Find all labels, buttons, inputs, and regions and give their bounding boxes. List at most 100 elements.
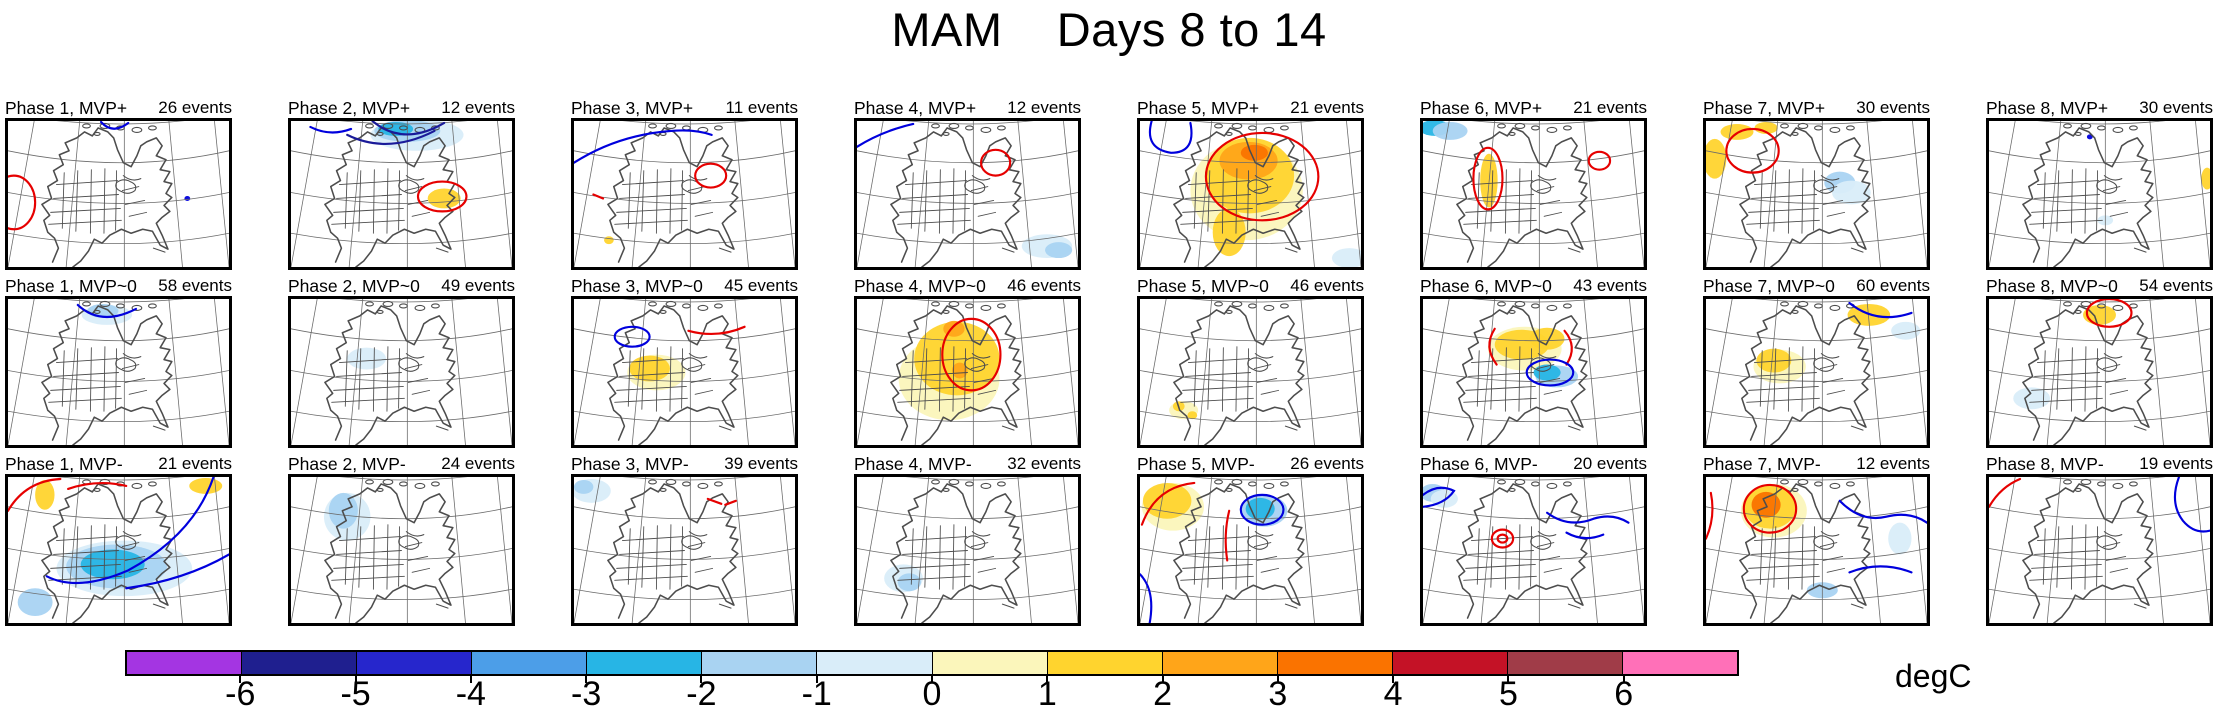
map-panel: Phase 3, MVP- 39 events	[571, 452, 798, 626]
map-svg	[1140, 477, 1361, 623]
colorbar-tick-label: 2	[1153, 675, 1173, 713]
panel-header: Phase 1, MVP+ 26 events	[5, 96, 232, 118]
map-panel: Phase 8, MVP- 19 events	[1986, 452, 2213, 626]
panel-events-count: 49 events	[441, 276, 515, 295]
panel-label: Phase 7, MVP-	[1703, 454, 1821, 474]
panel-header: Phase 6, MVP- 20 events	[1420, 452, 1647, 474]
map-box	[1420, 296, 1647, 448]
colorbar-tick-label: -2	[686, 675, 717, 713]
panel-header: Phase 6, MVP+ 21 events	[1420, 96, 1647, 118]
panel-events-count: 24 events	[441, 454, 515, 473]
panel-label: Phase 1, MVP-	[5, 454, 123, 474]
panel-label: Phase 5, MVP~0	[1137, 276, 1269, 296]
panel-label: Phase 5, MVP-	[1137, 454, 1255, 474]
panel-header: Phase 5, MVP~0 46 events	[1137, 274, 1364, 296]
panel-header: Phase 7, MVP- 12 events	[1703, 452, 1930, 474]
map-panel: Phase 5, MVP~0 46 events	[1137, 274, 1364, 448]
colorbar	[125, 650, 1739, 676]
colorbar-tickmark	[1161, 676, 1164, 683]
colorbar-segment	[127, 652, 243, 674]
colorbar-tickmark	[1276, 676, 1279, 683]
map-panel: Phase 2, MVP~0 49 events	[288, 274, 515, 448]
panel-events-count: 12 events	[1856, 454, 1930, 473]
map-box	[1420, 118, 1647, 270]
colorbar-tickmark	[1507, 676, 1510, 683]
panel-label: Phase 8, MVP+	[1986, 98, 2109, 118]
panel-label: Phase 3, MVP~0	[571, 276, 703, 296]
map-panel: Phase 4, MVP+ 12 events	[854, 96, 1081, 270]
map-svg	[1989, 121, 2210, 267]
map-box	[1420, 474, 1647, 626]
colorbar-tick-label: 1	[1037, 675, 1057, 713]
map-svg	[1989, 477, 2210, 623]
panel-header: Phase 4, MVP+ 12 events	[854, 96, 1081, 118]
panel-events-count: 12 events	[441, 98, 515, 117]
panel-header: Phase 3, MVP~0 45 events	[571, 274, 798, 296]
colorbar-tickmark	[585, 676, 588, 683]
map-svg	[8, 121, 229, 267]
panel-events-count: 21 events	[1573, 98, 1647, 117]
panel-events-count: 11 events	[725, 98, 798, 117]
figure-header: MAM Days 8 to 14	[0, 0, 2218, 96]
map-panel: Phase 7, MVP+ 30 events	[1703, 96, 1930, 270]
panel-events-count: 30 events	[2139, 98, 2213, 117]
panel-label: Phase 3, MVP-	[571, 454, 689, 474]
colorbar-tick-label: 5	[1498, 675, 1518, 713]
panel-events-count: 60 events	[1856, 276, 1930, 295]
map-box	[571, 474, 798, 626]
colorbar-tickmark	[469, 676, 472, 683]
map-panel: Phase 6, MVP~0 43 events	[1420, 274, 1647, 448]
panel-events-count: 19 events	[2139, 454, 2213, 473]
map-svg	[857, 299, 1078, 445]
map-svg	[1989, 299, 2210, 445]
map-box	[5, 474, 232, 626]
panel-header: Phase 7, MVP+ 30 events	[1703, 96, 1930, 118]
colorbar-unit-label: degC	[1895, 658, 1972, 694]
map-svg	[574, 477, 795, 623]
colorbar-segment	[1047, 652, 1163, 674]
panel-label: Phase 4, MVP+	[854, 98, 977, 118]
panel-label: Phase 6, MVP+	[1420, 98, 1543, 118]
map-svg	[8, 477, 229, 623]
map-panel: Phase 7, MVP- 12 events	[1703, 452, 1930, 626]
colorbar-segment	[357, 652, 473, 674]
map-box	[1986, 296, 2213, 448]
map-panel: Phase 8, MVP+ 30 events	[1986, 96, 2213, 270]
map-panel: Phase 3, MVP~0 45 events	[571, 274, 798, 448]
map-svg	[1423, 121, 1644, 267]
panel-events-count: 12 events	[1007, 98, 1081, 117]
colorbar-tickmark	[239, 676, 242, 683]
map-svg	[291, 121, 512, 267]
colorbar-tick-label: -6	[225, 675, 256, 713]
map-box	[1137, 296, 1364, 448]
map-svg	[1706, 477, 1927, 623]
map-svg	[857, 121, 1078, 267]
colorbar-segment	[1162, 652, 1278, 674]
colorbar-tickmark	[1392, 676, 1395, 683]
panel-header: Phase 1, MVP~0 58 events	[5, 274, 232, 296]
map-svg	[291, 299, 512, 445]
map-panel: Phase 1, MVP~0 58 events	[5, 274, 232, 448]
map-panel: Phase 5, MVP- 26 events	[1137, 452, 1364, 626]
colorbar-segment	[242, 652, 358, 674]
map-box	[854, 296, 1081, 448]
colorbar-tick-label: -1	[801, 675, 832, 713]
colorbar-tickmark	[700, 676, 703, 683]
colorbar-tick-label: 6	[1614, 675, 1634, 713]
panel-header: Phase 2, MVP+ 12 events	[288, 96, 515, 118]
panel-events-count: 32 events	[1007, 454, 1081, 473]
map-box	[1703, 118, 1930, 270]
map-svg	[1706, 299, 1927, 445]
map-box	[1137, 474, 1364, 626]
map-box	[1986, 118, 2213, 270]
colorbar-tick-label: 4	[1383, 675, 1403, 713]
map-panel: Phase 3, MVP+ 11 events	[571, 96, 798, 270]
map-panel: Phase 1, MVP- 21 events	[5, 452, 232, 626]
map-svg	[1706, 121, 1927, 267]
panel-events-count: 30 events	[1856, 98, 1930, 117]
panel-header: Phase 8, MVP~0 54 events	[1986, 274, 2213, 296]
map-box	[5, 296, 232, 448]
map-box	[571, 118, 798, 270]
colorbar-tick-label: 3	[1268, 675, 1288, 713]
map-panel: Phase 2, MVP- 24 events	[288, 452, 515, 626]
